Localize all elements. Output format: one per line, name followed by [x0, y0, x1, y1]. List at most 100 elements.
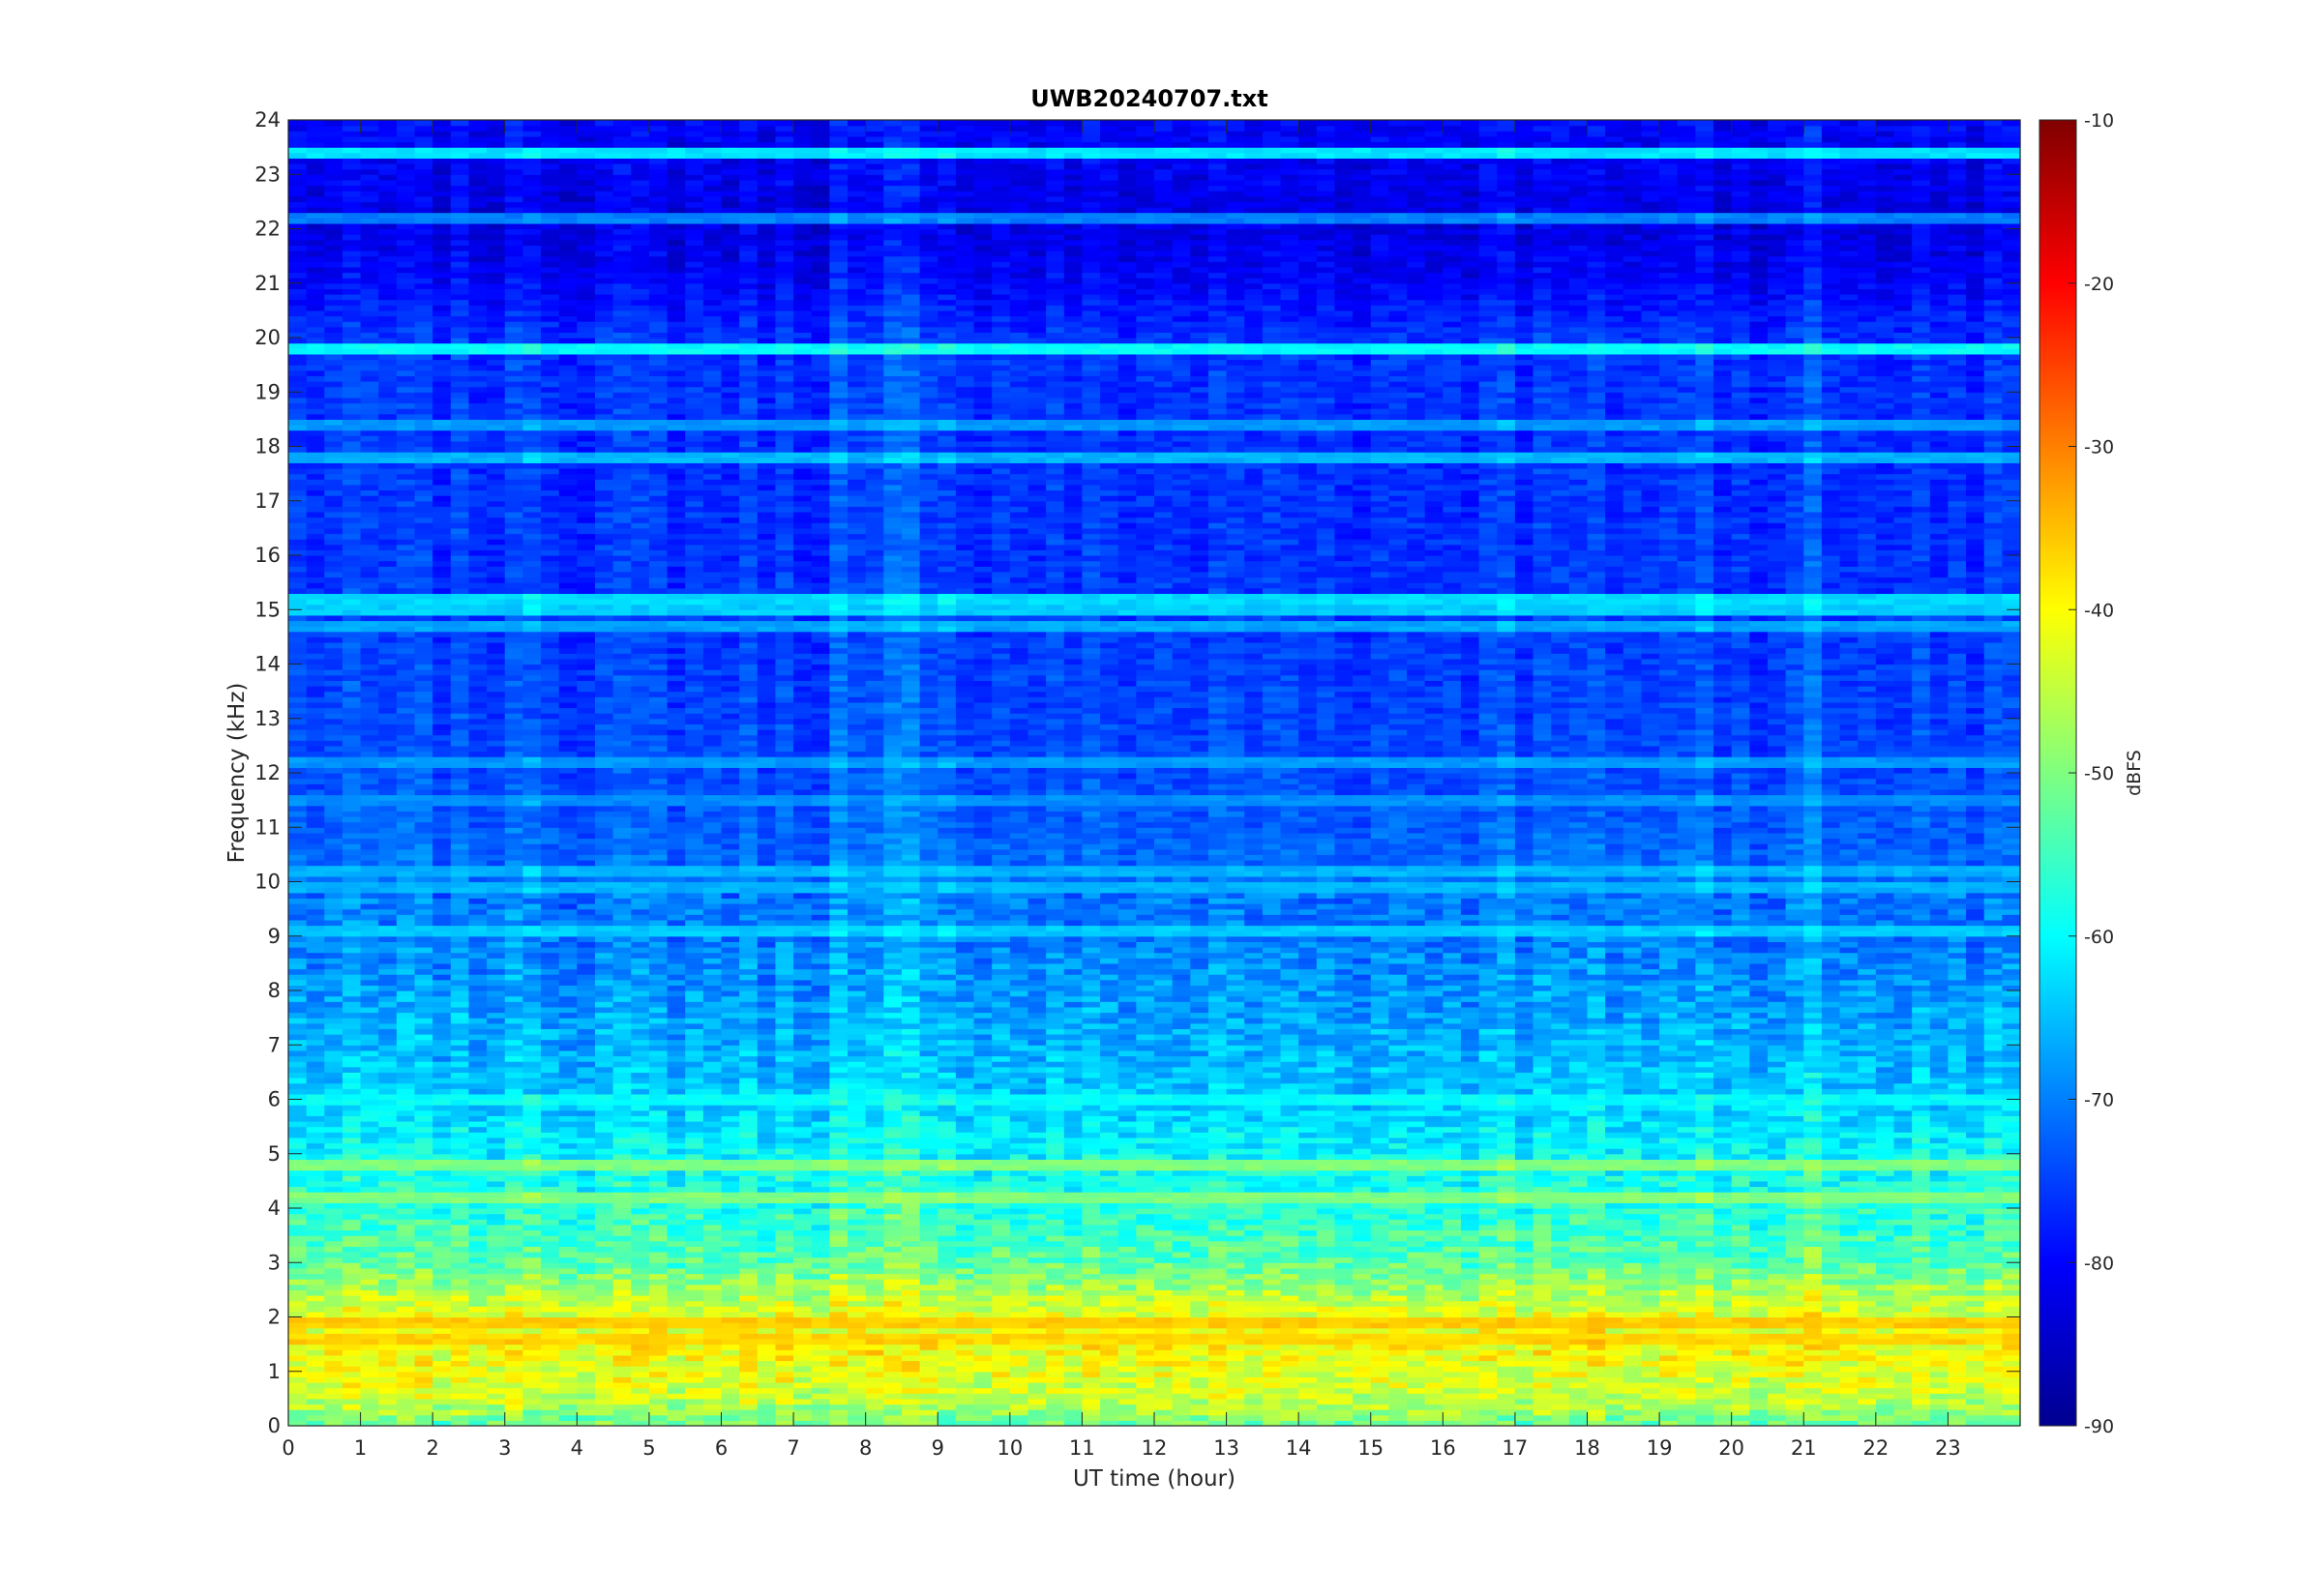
heatmap-cell [793, 1420, 813, 1427]
heatmap-cell [829, 1153, 848, 1160]
heatmap-cell [1677, 1404, 1696, 1410]
heatmap-cell [1316, 1322, 1336, 1329]
heatmap-cell [1370, 1208, 1389, 1215]
heatmap-cell [648, 1142, 669, 1149]
heatmap-cell [468, 1382, 488, 1389]
heatmap-cell [938, 1284, 957, 1290]
heatmap-cell [1136, 1175, 1155, 1182]
heatmap-cell [685, 1148, 704, 1155]
heatmap-cell [1244, 1376, 1264, 1383]
heatmap-cell [848, 1153, 867, 1160]
heatmap-cell [612, 1267, 632, 1275]
heatmap-cell [685, 1142, 704, 1149]
heatmap-cell [1388, 1202, 1408, 1209]
heatmap-cell [1622, 1169, 1643, 1176]
heatmap-cell [883, 1295, 903, 1302]
heatmap-cell [1695, 1279, 1714, 1286]
heatmap-cell [1388, 1192, 1408, 1198]
heatmap-cell [1262, 1311, 1282, 1318]
heatmap-cell [1388, 1165, 1408, 1171]
heatmap-cell [973, 1349, 993, 1356]
heatmap-cell [1136, 1316, 1155, 1323]
heatmap-cell [1948, 1393, 1967, 1400]
heatmap-cell [504, 1349, 523, 1356]
heatmap-cell [450, 1344, 470, 1350]
heatmap-cell [1659, 1186, 1679, 1193]
heatmap-cell [1641, 1235, 1660, 1242]
heatmap-cell [1226, 1202, 1245, 1209]
heatmap-cell [1117, 1306, 1137, 1313]
heatmap-cell [1262, 1393, 1282, 1400]
heatmap-cell [504, 1267, 523, 1275]
heatmap-cell [938, 1366, 957, 1373]
heatmap-cell [1027, 1262, 1047, 1269]
heatmap-cell [1100, 1366, 1119, 1373]
heatmap-cell [2002, 1393, 2021, 1400]
heatmap-cell [1460, 1169, 1480, 1176]
heatmap-cell [955, 1354, 975, 1362]
heatmap-cell [1641, 1316, 1660, 1323]
heatmap-cell [685, 1262, 704, 1269]
heatmap-cell [883, 1262, 903, 1269]
heatmap-cell [1407, 1219, 1426, 1226]
heatmap-cell [1677, 1273, 1696, 1280]
heatmap-cell [1190, 1208, 1209, 1215]
heatmap-cell [648, 1414, 669, 1421]
heatmap-cell [342, 1393, 362, 1400]
heatmap-cell [1551, 1229, 1570, 1236]
heatmap-cell [1226, 1256, 1245, 1263]
heatmap-cell [1821, 1235, 1841, 1242]
heatmap-cell [342, 1420, 362, 1427]
heatmap-cell [450, 1175, 470, 1182]
heatmap-cell [955, 1180, 975, 1188]
heatmap-cell [1948, 1316, 1967, 1323]
heatmap-cell [1929, 1273, 1950, 1280]
heatmap-cell [2002, 1169, 2021, 1176]
heatmap-cell [1929, 1409, 1950, 1416]
heatmap-cell [1117, 1159, 1137, 1166]
heatmap-cell [487, 1273, 506, 1280]
heatmap-cell [1262, 1376, 1282, 1383]
heatmap-cell [1027, 1229, 1047, 1236]
heatmap-cell [306, 1219, 325, 1226]
heatmap-cell [955, 1360, 975, 1367]
heatmap-cell [685, 1256, 704, 1263]
heatmap-cell [1407, 1197, 1426, 1203]
heatmap-cell [1046, 1165, 1065, 1171]
heatmap-cell [1154, 1284, 1174, 1290]
heatmap-cell [1893, 1240, 1913, 1247]
heatmap-cell [468, 1376, 488, 1383]
heatmap-cell [558, 1192, 578, 1198]
heatmap-cell [919, 1322, 938, 1329]
heatmap-cell [1136, 1339, 1155, 1345]
heatmap-cell [648, 1382, 669, 1389]
heatmap-cell [901, 1333, 921, 1340]
heatmap-cell [1009, 1300, 1029, 1307]
heatmap-cell [1117, 1420, 1137, 1427]
heatmap-cell [775, 1175, 794, 1182]
heatmap-cell [775, 1366, 794, 1373]
heatmap-cell [757, 1169, 777, 1176]
heatmap-cell [865, 1414, 884, 1421]
heatmap-cell [992, 1235, 1011, 1242]
heatmap-cell [1172, 1306, 1191, 1313]
heatmap-cell [1353, 1165, 1372, 1171]
heatmap-cell [1370, 1420, 1389, 1427]
heatmap-cell [1207, 1284, 1228, 1290]
heatmap-cell [522, 1219, 542, 1226]
heatmap-cell [1568, 1159, 1589, 1166]
heatmap-cell [1713, 1311, 1733, 1318]
heatmap-cell [1893, 1339, 1913, 1345]
heatmap-cell [1136, 1409, 1155, 1416]
heatmap-cell [1460, 1393, 1480, 1400]
heatmap-cell [1063, 1279, 1084, 1286]
heatmap-cell [1514, 1279, 1534, 1286]
heatmap-cell [1370, 1333, 1389, 1340]
heatmap-cell [432, 1414, 452, 1421]
heatmap-cell [1100, 1333, 1119, 1340]
heatmap-cell [1551, 1279, 1570, 1286]
heatmap-cell [1713, 1252, 1733, 1258]
heatmap-cell [1353, 1339, 1372, 1345]
heatmap-cell [938, 1262, 957, 1269]
heatmap-cell [1875, 1387, 1895, 1394]
